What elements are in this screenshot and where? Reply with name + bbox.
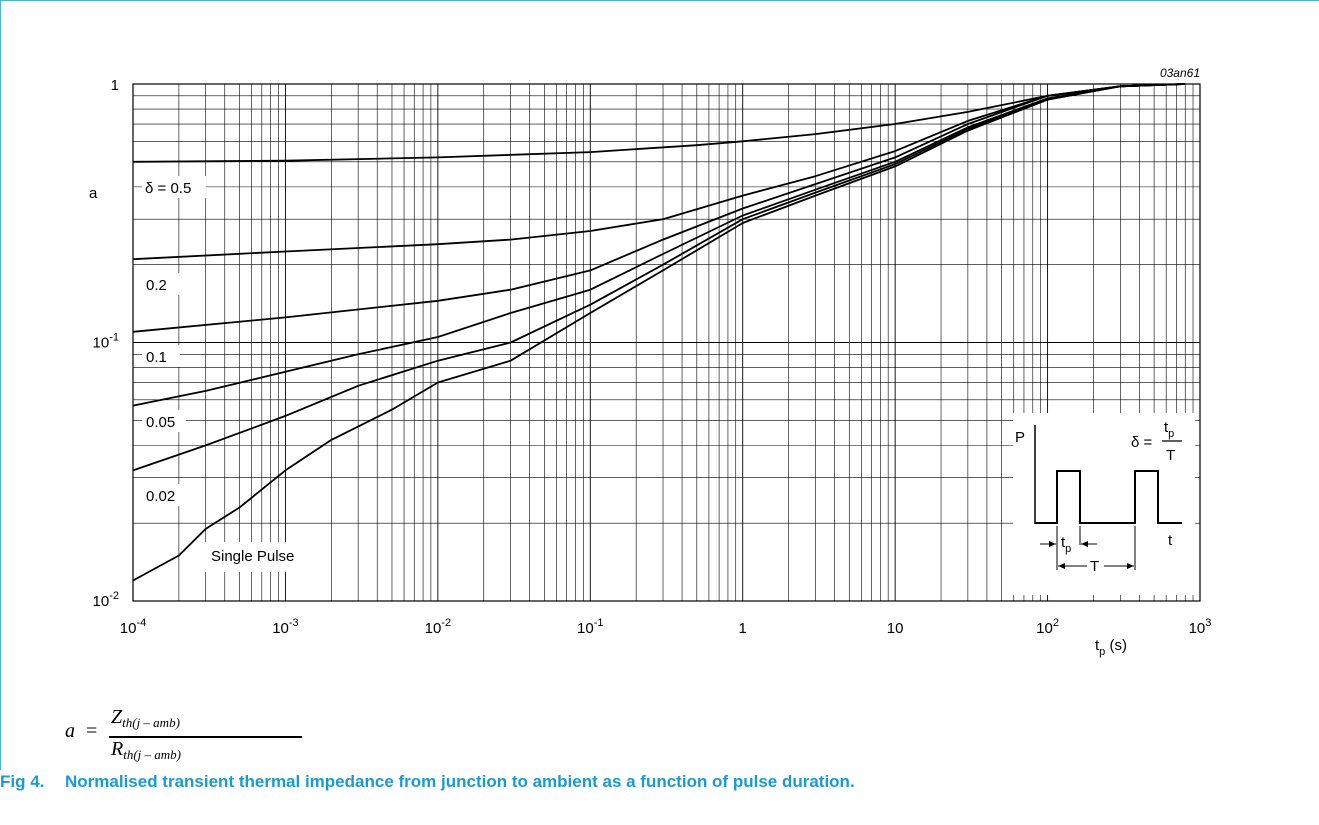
inset-delta-numerator: tp	[1164, 419, 1174, 440]
inset-T-arrowhead-right	[1127, 563, 1134, 569]
series-line-2	[132, 83, 1186, 333]
label-bg-0-2	[142, 273, 180, 295]
inset-p-label: P	[1015, 429, 1025, 446]
formula-denominator: Rth(j – amb)	[111, 738, 181, 763]
x-tick-label: 10-2	[425, 617, 451, 637]
caption-number: Fig 4.	[0, 772, 45, 791]
series-label-0-2: 0.2	[146, 277, 167, 294]
series-line-1	[132, 83, 1186, 261]
inset-delta-lhs: δ =	[1131, 434, 1153, 451]
inset-tp-arrowhead-left	[1049, 541, 1056, 547]
formula-num-sub: th(j – amb)	[122, 715, 180, 730]
inset-T-arrowhead-left	[1058, 563, 1065, 569]
label-bg-0-1	[142, 345, 180, 367]
figure-frame	[0, 0, 1319, 770]
series-labels: δ = 0.5 0.2 0.1 0.05 0.02 Single Pulse	[142, 176, 323, 572]
label-bg-0-05	[142, 410, 186, 432]
x-tick-label: 103	[1189, 617, 1212, 637]
y-tick-labels: 1 10-1 10-2	[93, 77, 119, 610]
inset-background	[1013, 413, 1195, 595]
series-label-0-1: 0.1	[146, 349, 167, 366]
x-tick-label: 102	[1036, 617, 1059, 637]
label-bg-single-pulse	[205, 542, 323, 572]
x-tick-label: 1	[739, 620, 747, 637]
x-tick-labels: 10-4 10-3 10-2 10-1 1 10 102 103	[120, 617, 1212, 637]
formula-fraction-bar	[109, 736, 302, 738]
x-axis-label: tp (s)	[1095, 637, 1127, 658]
x-tick-label: 10-3	[272, 617, 298, 637]
y-tick-label: 1	[111, 77, 119, 94]
formula-numerator: Zth(j – amb)	[111, 706, 180, 731]
formula-num-main: Z	[111, 706, 123, 728]
plot-area-border	[132, 83, 1201, 602]
y-axis-label: a	[89, 185, 98, 202]
chart-grid	[132, 84, 1200, 602]
x-tick-label: 10-4	[120, 617, 146, 637]
formula-lhs: a	[65, 720, 75, 742]
series-line-5	[132, 83, 1186, 582]
series-label-0-05: 0.05	[146, 414, 175, 431]
formula-den-sub: th(j – amb)	[123, 747, 181, 762]
chart-curves	[132, 83, 1186, 582]
inset-tp-arrowhead-right	[1081, 541, 1088, 547]
y-tick-label: 10-1	[93, 332, 119, 352]
formula-equals: =	[86, 720, 98, 742]
x-tick-label: 10-1	[577, 617, 603, 637]
figure-code: 03an61	[1160, 66, 1200, 80]
inset-T-label: T	[1090, 558, 1099, 575]
series-label-0-5: δ = 0.5	[145, 180, 191, 197]
y-tick-label: 10-2	[93, 590, 119, 610]
figure-caption: Fig 4. Normalised transient thermal imped…	[0, 772, 855, 792]
series-label-0-02: 0.02	[146, 488, 175, 505]
inset-tp-label: tp	[1061, 534, 1071, 555]
formula-den-main: R	[111, 738, 124, 760]
inset-pulse-waveform	[1035, 470, 1182, 524]
thermal-impedance-chart: 10-4 10-3 10-2 10-1 1 10 102 103 1 10-1 10-2 03an…	[89, 66, 1212, 658]
caption-text: Normalised transient thermal impedance f…	[65, 772, 855, 791]
series-line-3	[132, 83, 1186, 407]
series-line-4	[132, 83, 1186, 472]
label-bg-0-5	[142, 176, 206, 198]
series-label-single-pulse: Single Pulse	[211, 548, 294, 565]
x-tick-label: 10	[887, 620, 904, 637]
inset-delta-denominator: T	[1166, 447, 1175, 464]
pulse-inset: P t tp T δ = tp T	[1013, 413, 1195, 595]
inset-t-label: t	[1168, 532, 1173, 549]
label-bg-0-02	[142, 484, 186, 506]
